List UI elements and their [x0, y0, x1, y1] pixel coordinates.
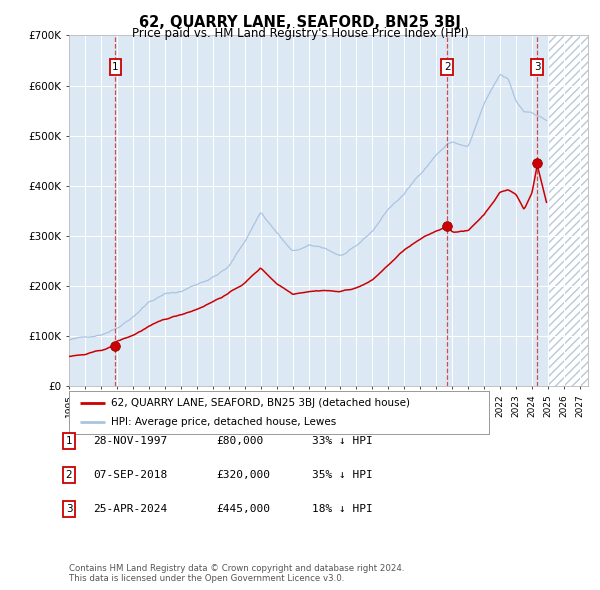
Text: £320,000: £320,000 [216, 470, 270, 480]
Text: £80,000: £80,000 [216, 436, 263, 445]
Text: 62, QUARRY LANE, SEAFORD, BN25 3BJ: 62, QUARRY LANE, SEAFORD, BN25 3BJ [139, 15, 461, 30]
Text: 28-NOV-1997: 28-NOV-1997 [93, 436, 167, 445]
Text: 35% ↓ HPI: 35% ↓ HPI [312, 470, 373, 480]
Text: Contains HM Land Registry data © Crown copyright and database right 2024.
This d: Contains HM Land Registry data © Crown c… [69, 563, 404, 583]
Text: HPI: Average price, detached house, Lewes: HPI: Average price, detached house, Lewe… [111, 417, 336, 427]
Text: 25-APR-2024: 25-APR-2024 [93, 504, 167, 514]
Text: £445,000: £445,000 [216, 504, 270, 514]
Text: 07-SEP-2018: 07-SEP-2018 [93, 470, 167, 480]
Text: 33% ↓ HPI: 33% ↓ HPI [312, 436, 373, 445]
Bar [69, 35, 548, 386]
Text: 1: 1 [65, 436, 73, 445]
Bar [548, 35, 588, 386]
Text: 62, QUARRY LANE, SEAFORD, BN25 3BJ (detached house): 62, QUARRY LANE, SEAFORD, BN25 3BJ (deta… [111, 398, 410, 408]
Text: 2: 2 [65, 470, 73, 480]
Text: 18% ↓ HPI: 18% ↓ HPI [312, 504, 373, 514]
Bar [548, 35, 588, 386]
Text: 1: 1 [112, 62, 119, 72]
Text: 2: 2 [444, 62, 451, 72]
Text: 3: 3 [65, 504, 73, 514]
Text: 3: 3 [534, 62, 541, 72]
Text: Price paid vs. HM Land Registry's House Price Index (HPI): Price paid vs. HM Land Registry's House … [131, 27, 469, 40]
